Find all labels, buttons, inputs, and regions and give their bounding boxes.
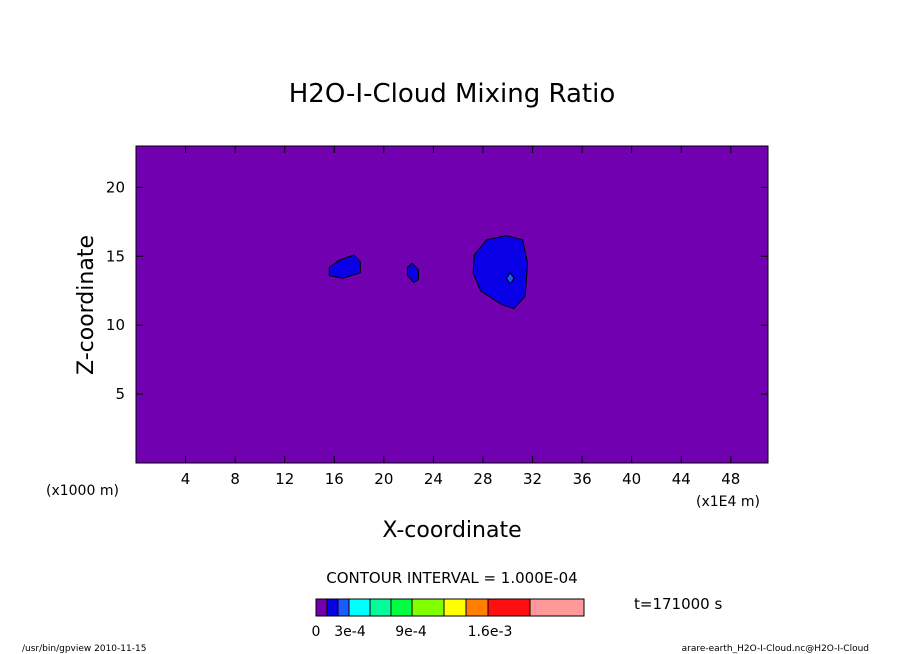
y-axis-label: Z-coordinate [74,235,99,375]
y-tick-label: 5 [115,385,125,403]
colorbar-tick-label: 1.6e-3 [468,624,513,640]
colorbar-tick-label: 0 [312,624,321,640]
colorbar-tick-labels: 0 3e-4 9e-4 1.6e-3 [312,624,513,640]
colorbar-segment [348,598,371,617]
x-tick-label: 48 [721,470,740,488]
y-tick-label: 20 [106,178,125,196]
x-unit-left: (x1000 m) [46,483,119,499]
colorbar-segment [369,598,392,617]
plot-area [136,146,768,463]
colorbar-segment [337,598,350,617]
chart-title: H2O-I-Cloud Mixing Ratio [289,79,616,109]
cloud-1 [328,254,361,279]
colorbar-segment [529,598,585,617]
x-tick-label: 36 [573,470,592,488]
colorbar-segment [465,598,489,617]
x-tick-label: 16 [325,470,344,488]
colorbar-segment [411,598,445,617]
cloud-2 [406,262,419,283]
x-tick-label: 8 [230,470,240,488]
y-tick-label: 15 [106,247,125,265]
plot-frame [135,145,769,464]
x-tick-label: 44 [672,470,691,488]
colorbar-segment [443,598,467,617]
colorbar-tick-label: 9e-4 [395,624,427,640]
colorbar [315,598,585,617]
x-tick-label: 40 [622,470,641,488]
x-tick-label: 28 [473,470,492,488]
y-axis-ticks: 5 10 15 20 [106,178,768,403]
footer-right: arare-earth_H2O-I-Cloud.nc@H2O-I-Cloud [682,644,869,654]
x-axis-label: X-coordinate [382,518,521,543]
cloud-3-core [506,272,515,285]
colorbar-segment [315,598,328,617]
x-tick-label: 12 [275,470,294,488]
colorbar-segment [390,598,413,617]
colorbar-tick-label: 3e-4 [334,624,366,640]
x-tick-label: 24 [424,470,443,488]
footer-left: /usr/bin/gpview 2010-11-15 [22,644,146,654]
x-tick-label: 32 [523,470,542,488]
colorbar-segment [326,598,339,617]
x-tick-label: 4 [181,470,191,488]
cloud-3 [472,235,529,310]
x-tick-label: 20 [374,470,393,488]
x-axis-ticks: 4 8 12 16 20 24 28 32 36 40 44 48 [181,146,740,488]
cloud-regions [328,235,529,310]
time-label: t=171000 s [634,595,722,613]
y-tick-label: 10 [106,316,125,334]
contour-interval-label: CONTOUR INTERVAL = 1.000E-04 [326,569,577,587]
colorbar-segment [487,598,531,617]
x-unit-right: (x1E4 m) [696,494,760,510]
